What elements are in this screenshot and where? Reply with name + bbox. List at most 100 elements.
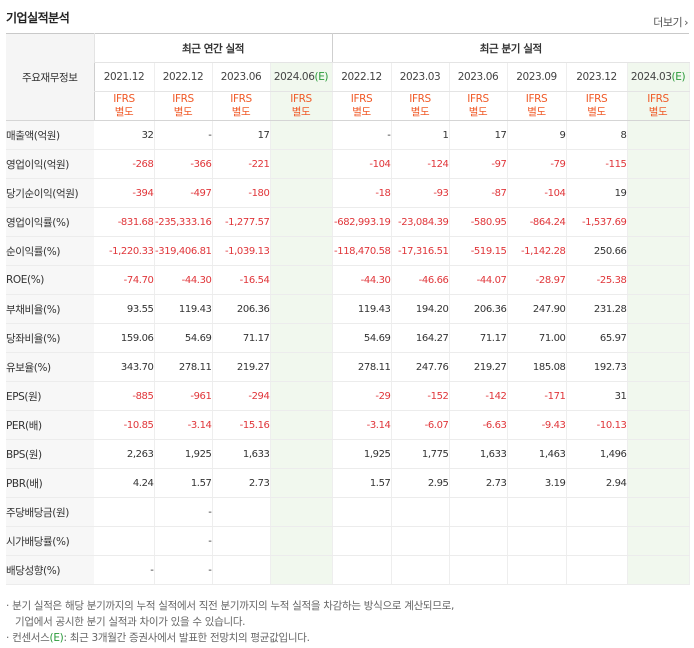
value-cell: -115 bbox=[566, 149, 628, 179]
value-cell: -79 bbox=[507, 149, 567, 179]
value-cell bbox=[270, 120, 333, 150]
estimate-mark: (E) bbox=[314, 71, 329, 83]
value-cell: -10.85 bbox=[94, 410, 155, 440]
value-cell: -1,537.69 bbox=[566, 207, 628, 237]
value-cell bbox=[566, 555, 628, 585]
value-cell: 278.11 bbox=[154, 352, 213, 382]
annual-ifrs-1: IFRS 별도 bbox=[154, 91, 213, 121]
annual-period-3: 2024.06(E) bbox=[270, 62, 333, 92]
row-label: PER(배) bbox=[6, 410, 94, 440]
value-cell bbox=[270, 294, 333, 324]
quarter-period-1: 2023.03 bbox=[391, 62, 450, 92]
row-label: BPS(원) bbox=[6, 439, 94, 469]
value-cell: 219.27 bbox=[212, 352, 271, 382]
value-cell: -235,333.16 bbox=[154, 207, 213, 237]
value-cell: 8 bbox=[566, 120, 628, 150]
value-cell: -831.68 bbox=[94, 207, 155, 237]
value-cell bbox=[449, 555, 508, 585]
value-cell: -18 bbox=[331, 178, 392, 208]
more-label: 더보기 bbox=[653, 16, 683, 29]
annual-period-2: 2023.06 bbox=[212, 62, 271, 92]
value-cell: - bbox=[331, 120, 392, 150]
table-row: PER(배) -10.85 -3.14 -15.16 -3.14 -6.07 -6.63 -9… bbox=[6, 410, 690, 440]
annual-group-header: 최근 연간 실적 bbox=[93, 33, 333, 63]
value-cell bbox=[270, 468, 333, 498]
table-row: 당좌비율(%) 159.06 54.69 71.17 54.69 164.27 71.17 7… bbox=[6, 323, 690, 353]
value-cell: 119.43 bbox=[331, 294, 392, 324]
value-cell bbox=[270, 526, 333, 556]
value-cell bbox=[627, 294, 690, 324]
value-cell: - bbox=[154, 526, 213, 556]
row-label: 배당성향(%) bbox=[6, 555, 94, 585]
value-cell: 194.20 bbox=[391, 294, 450, 324]
value-cell: -142 bbox=[449, 381, 508, 411]
value-cell: 71.00 bbox=[507, 323, 567, 353]
period-row: 2021.12 2022.12 2023.06 2024.06(E) 2022.12 20… bbox=[6, 62, 690, 92]
value-cell: -6.63 bbox=[449, 410, 508, 440]
value-cell bbox=[212, 497, 271, 527]
value-cell bbox=[270, 497, 333, 527]
value-cell: -3.14 bbox=[154, 410, 213, 440]
value-cell: 19 bbox=[566, 178, 628, 208]
value-cell: - bbox=[154, 120, 213, 150]
value-cell bbox=[212, 555, 271, 585]
value-cell: -885 bbox=[94, 381, 155, 411]
value-cell bbox=[627, 120, 690, 150]
value-cell bbox=[270, 439, 333, 469]
row-label: EPS(원) bbox=[6, 381, 94, 411]
value-cell bbox=[331, 526, 392, 556]
value-cell: -6.07 bbox=[391, 410, 450, 440]
value-cell: 1 bbox=[391, 120, 450, 150]
value-cell bbox=[391, 526, 450, 556]
value-cell: 159.06 bbox=[94, 323, 155, 353]
value-cell: 1,633 bbox=[449, 439, 508, 469]
value-cell bbox=[94, 497, 155, 527]
value-cell: 219.27 bbox=[449, 352, 508, 382]
value-cell: -118,470.58 bbox=[331, 236, 392, 266]
more-link[interactable]: 더보기 › bbox=[653, 14, 688, 30]
value-cell: -519.15 bbox=[449, 236, 508, 266]
section-title: 기업실적분석 bbox=[6, 11, 70, 25]
value-cell: 206.36 bbox=[212, 294, 271, 324]
quarter-period-4: 2023.12 bbox=[566, 62, 628, 92]
table-row: 매출액(억원) 32-17-1 17 9 8 bbox=[6, 120, 690, 150]
value-cell: 1,633 bbox=[212, 439, 271, 469]
footnote-1-cont: 기업에서 공시한 분기 실적과 차이가 있을 수 있습니다. bbox=[15, 616, 246, 628]
row-label: 매출액(억원) bbox=[6, 120, 94, 150]
value-cell: 119.43 bbox=[154, 294, 213, 324]
value-cell bbox=[627, 381, 690, 411]
value-cell: -44.07 bbox=[449, 265, 508, 295]
estimate-mark: (E) bbox=[671, 71, 686, 83]
value-cell: 93.55 bbox=[94, 294, 155, 324]
value-cell bbox=[627, 439, 690, 469]
table-row: ROE(%) -74.70 -44.30 -16.54 -44.30 -46.66 -44.… bbox=[6, 265, 690, 295]
value-cell bbox=[507, 497, 567, 527]
quarterly-group-header: 최근 분기 실적 bbox=[331, 33, 690, 63]
value-cell bbox=[270, 323, 333, 353]
value-cell bbox=[566, 526, 628, 556]
value-cell: -28.97 bbox=[507, 265, 567, 295]
value-cell bbox=[449, 497, 508, 527]
value-cell bbox=[627, 497, 690, 527]
value-cell: -497 bbox=[154, 178, 213, 208]
row-label: 순이익률(%) bbox=[6, 236, 94, 266]
value-cell: -864.24 bbox=[507, 207, 567, 237]
financial-table: 주요재무정보 최근 연간 실적 최근 분기 실적 2021.12 2022.12 2… bbox=[6, 33, 690, 585]
row-label: PBR(배) bbox=[6, 468, 94, 498]
value-cell: -17,316.51 bbox=[391, 236, 450, 266]
value-cell: 4.24 bbox=[94, 468, 155, 498]
table-row: EPS(원) -885 -961 -294 -29 -152 -142 -171 31 bbox=[6, 381, 690, 411]
table-row: 영업이익률(%) -831.68 -235,333.16 -1,277.57 -682,… bbox=[6, 207, 690, 237]
value-cell: 2.95 bbox=[391, 468, 450, 498]
value-cell: -16.54 bbox=[212, 265, 271, 295]
value-cell: -171 bbox=[507, 381, 567, 411]
value-cell bbox=[627, 468, 690, 498]
annual-ifrs-3: IFRS 별도 bbox=[270, 91, 333, 121]
value-cell: 31 bbox=[566, 381, 628, 411]
value-cell: -93 bbox=[391, 178, 450, 208]
value-cell bbox=[94, 526, 155, 556]
value-cell bbox=[627, 178, 690, 208]
value-cell: 1,925 bbox=[154, 439, 213, 469]
value-cell: -44.30 bbox=[331, 265, 392, 295]
annual-ifrs-0: IFRS 별도 bbox=[93, 91, 155, 121]
